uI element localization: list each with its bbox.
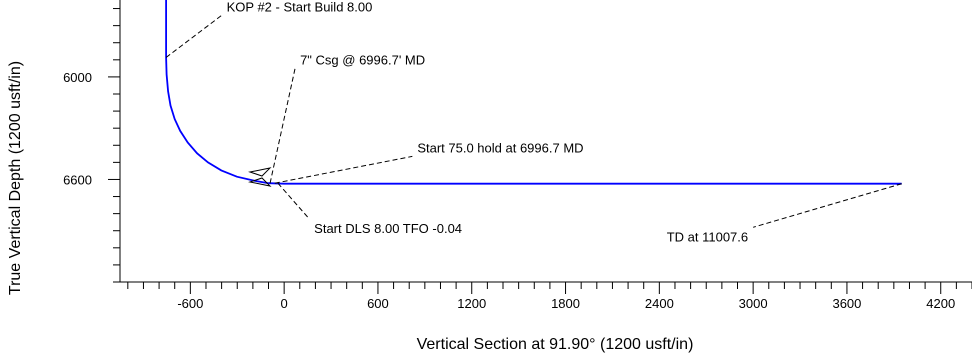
y-axis-ticks [108,8,120,283]
annotation-label: 7" Csg @ 6996.7' MD [300,52,425,67]
wellbore-path-line [165,0,902,185]
casing-shoe-marker-top [248,167,272,177]
axes [119,0,972,283]
annotation-label: TD at 11007.6 [667,229,748,244]
annotations: KOP #2 - Start Build 8.00 7" Csg @ 6996.7… [165,0,902,244]
y-axis-title: True Vertical Depth (1200 usft/in) [7,61,24,295]
y-tick-label: 6600 [63,172,92,187]
annotation-label: Start 75.0 hold at 6996.7 MD [417,140,583,155]
casing-marker [248,167,272,187]
x-tick-label: 2400 [645,296,674,311]
x-axis-ticks [127,282,972,294]
y-tick-label: 6000 [63,70,92,85]
annotation-leader-line [269,68,296,184]
x-tick-label: 4200 [926,296,955,311]
annotation-label: Start DLS 8.00 TFO -0.04 [314,221,462,236]
x-tick-label: 0 [281,296,288,311]
y-axis-tick-labels: 6000 6600 [63,70,92,188]
annotation-leader-line [274,155,413,184]
series-layer [165,0,902,185]
x-tick-label: 600 [367,296,389,311]
x-tick-label: 3600 [832,296,861,311]
annotation-leader-line [277,182,310,220]
x-tick-label: 3000 [739,296,768,311]
annotation-leader-line [752,183,902,228]
annotation-leader-line [165,14,222,58]
casing-shoe-marker-bottom [248,177,272,187]
x-tick-label: 1800 [551,296,580,311]
x-axis-title: Vertical Section at 91.90° (1200 usft/in… [417,336,694,353]
annotation-label: KOP #2 - Start Build 8.00 [227,0,373,14]
x-tick-label: 1200 [457,296,486,311]
x-tick-label: -600 [177,296,203,311]
x-axis-tick-labels: -600 0 600 1200 1800 2400 3000 3600 4200 [177,296,955,311]
